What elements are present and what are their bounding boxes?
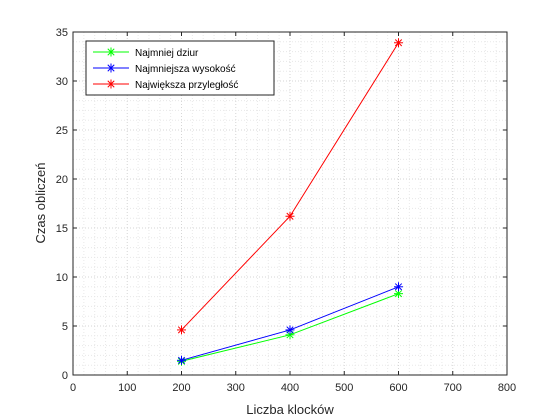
legend: Najmniej dziur Najmniejsza wysokość Najwię… <box>85 40 275 96</box>
y-tick-label: 25 <box>56 125 68 137</box>
y-tick-label: 35 <box>56 27 68 39</box>
legend-marker <box>106 63 116 73</box>
x-tick-label: 200 <box>172 382 190 394</box>
x-tick-label: 400 <box>281 382 299 394</box>
legend-marker <box>106 79 116 89</box>
data-point-marker <box>285 325 295 335</box>
legend-entry-2: Najmniejsza wysokość <box>93 63 236 75</box>
y-tick-label: 5 <box>62 321 68 333</box>
x-axis-label: Liczba klocków <box>246 402 334 417</box>
x-tick-label: 100 <box>118 382 136 394</box>
x-tick-label: 700 <box>444 382 462 394</box>
legend-entry-1: Najmniej dziur <box>93 47 199 59</box>
data-point-marker <box>394 38 403 48</box>
data-point-marker <box>285 211 295 221</box>
data-point-marker <box>177 355 186 365</box>
y-tick-label: 15 <box>56 223 68 235</box>
legend-marker <box>106 47 116 57</box>
y-tick-label: 20 <box>56 174 68 186</box>
x-tick-label: 800 <box>498 382 516 394</box>
series-2 <box>177 282 403 365</box>
y-tick-label: 30 <box>56 76 68 88</box>
data-point-marker <box>177 325 186 335</box>
series-3 <box>177 38 403 335</box>
x-tick-label: 600 <box>389 382 407 394</box>
series-group <box>177 38 403 366</box>
data-point-marker <box>394 282 403 292</box>
x-tick-label: 300 <box>227 382 245 394</box>
legend-entry-3: Największa przyległość <box>93 79 238 91</box>
legend-label: Najmniejsza wysokość <box>135 64 236 75</box>
y-tick-label: 0 <box>62 370 68 382</box>
legend-label: Największa przyległość <box>135 80 238 91</box>
legend-label: Najmniej dziur <box>135 48 199 59</box>
axis-ticks: 0 100 200 300 400 500 600 700 800 0 5 10 15 20 25 30 35 <box>56 27 516 394</box>
x-tick-label: 500 <box>335 382 353 394</box>
y-axis-label: Czas obliczeń <box>33 163 48 244</box>
x-tick-label: 0 <box>70 382 76 394</box>
y-tick-label: 10 <box>56 272 68 284</box>
